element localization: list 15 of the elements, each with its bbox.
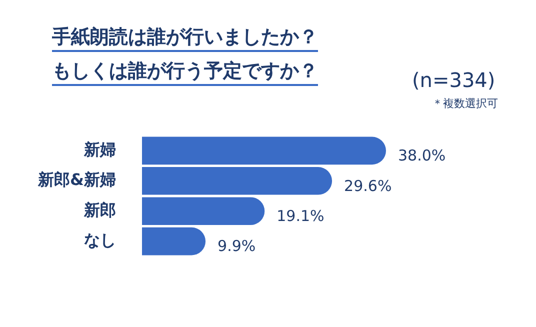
y-tick-label: 新郎 xyxy=(82,200,116,220)
y-tick-label: なし xyxy=(84,230,116,250)
bar xyxy=(142,197,265,225)
chart-title: 手紙朗読は誰が行いましたか？もしくは誰が行う予定ですか？ xyxy=(52,25,319,84)
bar xyxy=(142,167,332,195)
y-tick-label: 新婦 xyxy=(82,140,116,159)
text: ＊複数選択可 xyxy=(432,96,498,111)
data-label: 38.0% xyxy=(398,146,446,165)
data-label: 19.1% xyxy=(276,206,324,225)
data-label: 29.6% xyxy=(344,176,392,195)
bar xyxy=(142,227,206,256)
bar xyxy=(142,136,386,165)
text: (n=334) xyxy=(412,68,496,92)
data-label: 9.9% xyxy=(218,237,256,256)
y-tick-label: 新郎&新婦 xyxy=(37,170,116,190)
